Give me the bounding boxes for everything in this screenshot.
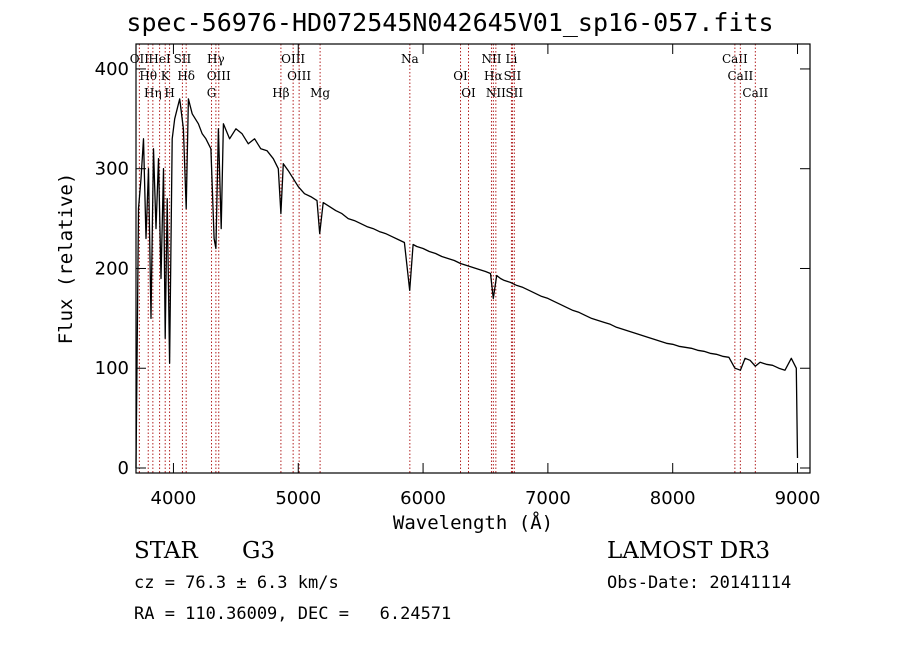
x-axis-label: Wavelength (Å) [393, 511, 553, 534]
y-tick-label-1: 100 [95, 358, 129, 379]
line-marker-label-13: OIII [287, 69, 311, 83]
line-marker-label-22: SII [504, 69, 522, 83]
line-marker-label-14: Mg [310, 86, 330, 100]
x-tick-label-4: 8000 [650, 488, 696, 509]
plot-frame [135, 43, 811, 474]
line-marker-label-0: OII [130, 52, 150, 66]
x-tick-label-2: 6000 [400, 488, 446, 509]
line-marker-label-19: Hα [484, 69, 503, 83]
line-marker-label-2: Hη [144, 86, 162, 100]
line-marker-label-17: OI [461, 86, 476, 100]
object-class: STAR [134, 538, 198, 564]
line-marker-label-7: Hδ [177, 69, 195, 83]
y-tick-label-2: 200 [95, 258, 129, 279]
redshift-info: cz = 76.3 ± 6.3 km/s [134, 573, 339, 593]
chart-title: spec-56976-HD072545N042645V01_sp16-057.f… [126, 8, 774, 37]
y-tick-label-0: 0 [118, 458, 129, 479]
line-marker-label-18: NII [481, 52, 501, 66]
observation-date: Obs-Date: 20141114 [607, 573, 792, 593]
line-marker-label-5: H [164, 86, 174, 100]
line-marker-label-3: HeI [148, 52, 171, 66]
line-marker-label-24: CaII [722, 52, 748, 66]
line-marker-label-10: OIII [207, 69, 231, 83]
line-marker-label-21: Li [506, 52, 518, 66]
line-marker-label-26: CaII [742, 86, 768, 100]
line-marker-label-23: SII [505, 86, 523, 100]
spectrum-line [135, 98, 799, 469]
line-marker-label-1: Hθ [139, 69, 157, 83]
line-marker-label-15: Na [401, 52, 419, 66]
line-marker-label-16: OI [453, 69, 468, 83]
line-marker-label-6: SII [174, 52, 192, 66]
y-axis-label: Flux (relative) [55, 173, 77, 345]
coordinates: RA = 110.36009, DEC = 6.24571 [134, 604, 452, 624]
x-tick-label-5: 9000 [775, 488, 821, 509]
line-marker-label-9: Hγ [207, 52, 225, 66]
object-subclass: G3 [242, 538, 276, 564]
survey-name: LAMOST DR3 [607, 538, 771, 564]
line-marker-label-8: G [207, 86, 217, 100]
y-tick-label-4: 400 [95, 59, 129, 80]
line-marker-label-4: K [161, 69, 171, 83]
y-tick-label-3: 300 [95, 159, 129, 180]
line-marker-label-20: NII [486, 86, 506, 100]
line-marker-label-11: Hβ [272, 86, 289, 100]
x-tick-label-1: 5000 [275, 488, 321, 509]
x-tick-label-3: 7000 [525, 488, 571, 509]
line-marker-label-25: CaII [727, 69, 753, 83]
line-marker-label-12: OIII [281, 52, 305, 66]
x-tick-label-0: 4000 [151, 488, 197, 509]
